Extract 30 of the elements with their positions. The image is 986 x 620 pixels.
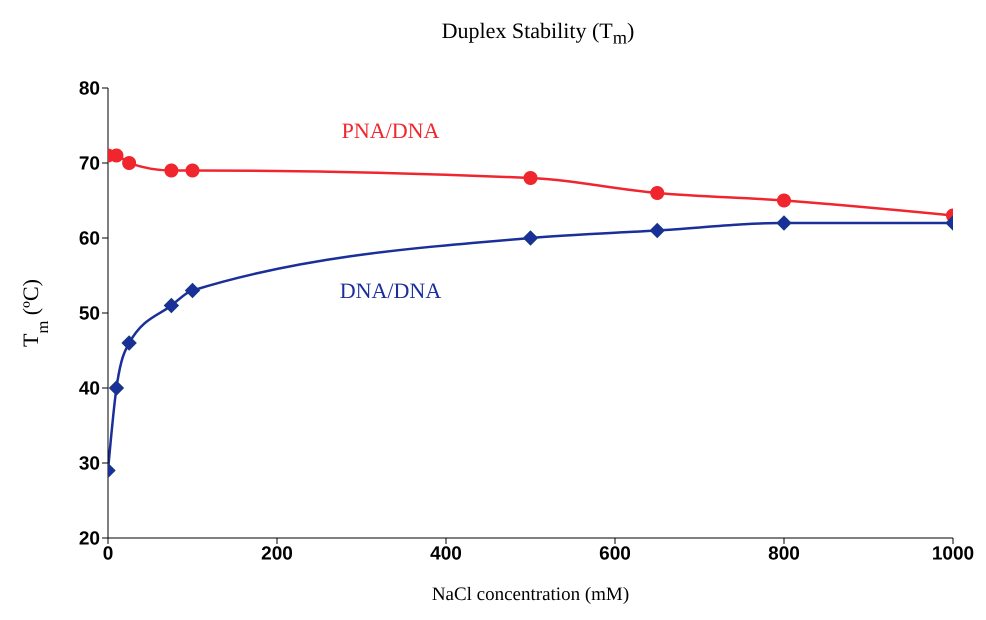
x-axis-title: NaCl concentration (mM) (432, 584, 630, 605)
x-tick-label: 1000 (932, 543, 974, 564)
series-label: DNA/DNA (340, 278, 442, 303)
point (164, 164, 178, 178)
y-tick-label: 50 (78, 304, 100, 325)
x-tick-label: 800 (768, 543, 800, 564)
x-tick-label: 600 (599, 543, 631, 564)
point (122, 336, 137, 350)
y-tick-label: 30 (78, 454, 100, 475)
y-tick-label: 70 (78, 154, 100, 175)
series-label: PNA/DNA (342, 118, 440, 143)
y-tick-label: 60 (78, 228, 100, 250)
point (164, 298, 179, 313)
point (776, 216, 792, 230)
point (777, 194, 791, 208)
chart-title: Duplex Stability (T$_{m}$) (440, 17, 636, 50)
y-tick-label: 80 (78, 78, 100, 100)
point (523, 230, 538, 246)
point (650, 186, 664, 200)
x-tick-label: 0 (102, 543, 114, 564)
y-tick-label: 40 (78, 378, 100, 400)
point (108, 380, 124, 396)
point (650, 223, 665, 238)
point (122, 156, 136, 170)
x-tick-label: 200 (261, 543, 293, 564)
point (186, 164, 200, 178)
point (524, 171, 538, 185)
y-tick-label: 20 (78, 528, 100, 550)
point (185, 283, 200, 298)
x-tick-label: 400 (430, 543, 462, 564)
